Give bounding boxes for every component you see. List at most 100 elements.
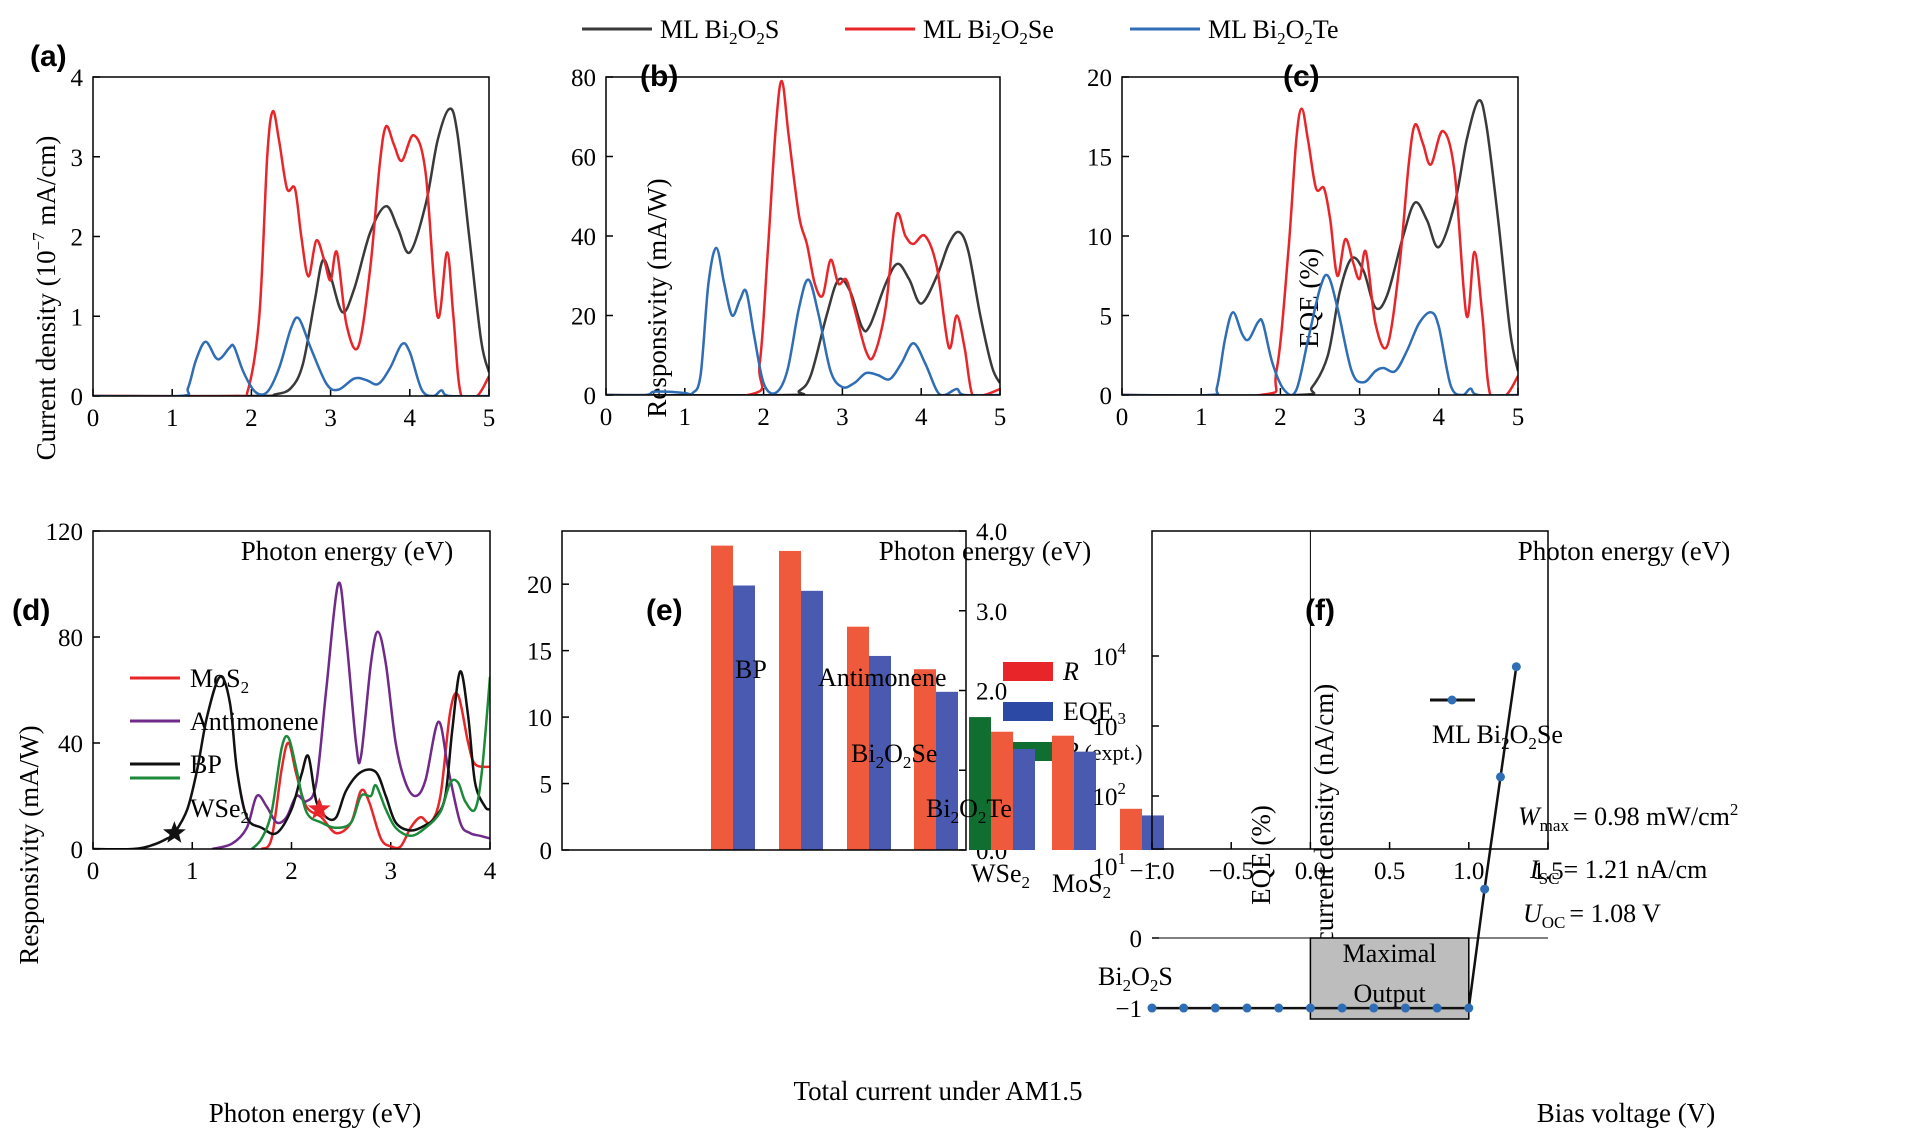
plot-frame-b [605, 76, 1001, 396]
star-marker [163, 821, 186, 843]
y-tick-label: 103 [1093, 709, 1127, 741]
y-tick-label-left: 15 [527, 639, 552, 666]
legend-d-label-wse2: WSe2 [190, 794, 249, 827]
x-tick-label: 3 [385, 858, 398, 885]
plot-frame-e [561, 530, 967, 851]
x-tick-label: 4 [1433, 404, 1446, 431]
y-tick-label-left: 5 [540, 772, 553, 799]
chart-e: 051015200.01.02.03.04.0BPAntimoneneBi2O2… [527, 519, 1173, 995]
series-line-ml-bi2o2s [93, 107, 489, 396]
y-tick-label-left: 20 [527, 572, 552, 599]
y-tick-label: 3 [71, 145, 84, 172]
y-tick-label: 0 [1100, 383, 1113, 410]
bar-eqe [936, 691, 958, 850]
data-point [1369, 1003, 1379, 1013]
iv-curve [1152, 666, 1518, 1010]
bar-label: Bi2O2S [1098, 962, 1173, 995]
x-tick-label: 3 [1353, 404, 1366, 431]
isc-annotation: ISC = 1.21 nA/cm [1529, 855, 1707, 888]
data-point [1511, 662, 1521, 672]
bar-label: MoS2 [1052, 869, 1111, 902]
xlabel-d: Photon energy (eV) [209, 1098, 421, 1128]
y-tick-label: 0 [1130, 926, 1143, 953]
x-tick-label: 0 [87, 858, 100, 885]
x-tick-label: 1 [166, 405, 179, 432]
bar-eqe [1074, 751, 1096, 850]
bar-eqe [1013, 748, 1035, 850]
data-point [1147, 1003, 1157, 1013]
y-tick-label: 0 [584, 383, 597, 410]
chart-c: 0 1 2 3 4 5 0 5 10 15 20 [1087, 65, 1524, 431]
bar-eqe [801, 590, 823, 850]
ylabel-d: Responsivity (mA/W) [14, 725, 44, 964]
ylabel-b: Responsivity (mA/W) [642, 178, 672, 417]
chart-b: 0 1 2 3 4 5 0 20 40 60 80 [571, 65, 1006, 431]
xlabel-e: Total current under AM1.5 [793, 1076, 1082, 1106]
ylabel-e-right: EQE (%) [1246, 805, 1276, 905]
x-tick-label: 5 [994, 404, 1007, 431]
y-tick-label: 10 [1087, 224, 1112, 251]
legend-d-label-antimonene: Antimonene [190, 707, 319, 736]
x-tick-label: 2 [757, 404, 770, 431]
bar-r [1052, 735, 1074, 850]
wmax-annotation: Wmax = 0.98 mW/cm2 [1518, 800, 1738, 835]
y-tick-label-right: 4.0 [976, 519, 1007, 546]
chart-a: 0 1 2 3 4 5 0 1 2 3 4 [71, 65, 496, 432]
bar-r [914, 669, 936, 850]
x-tick-label: 5 [483, 405, 496, 432]
xlabel-f: Bias voltage (V) [1537, 1098, 1715, 1128]
x-tick-label: 4 [484, 858, 497, 885]
x-tick-label: 4 [915, 404, 928, 431]
legend-label-s: (a)ML Bi2O2S [660, 15, 779, 48]
x-tick-label: 1 [186, 858, 199, 885]
y-tick-label: 40 [58, 731, 83, 758]
y-tick-label: 0 [71, 384, 84, 411]
y-tick-label-right: 3.0 [976, 599, 1007, 626]
plot-frame-f [1151, 530, 1549, 850]
bar-eqe [869, 655, 891, 850]
plot-frame-a [92, 76, 490, 397]
chart-f: −1 0 101 102 103 104 −1.0 −0.5 0.0 0.5 1.0 1.5 Maxim… [1093, 531, 1564, 1023]
series-line-bp [93, 670, 490, 849]
legend-d: MoS2 Antimonene BP WSe2 [130, 664, 319, 827]
series-line-antimonene [211, 581, 490, 849]
data-point [1400, 1003, 1410, 1013]
series-line-ml-bi2o2te [606, 246, 1000, 395]
bar-r [847, 626, 869, 850]
y-tick-label: 120 [46, 519, 84, 546]
star-marker [307, 797, 331, 819]
legend-d-label-mos2: MoS2 [190, 664, 249, 697]
series-line-ml-bi2o2s [1122, 99, 1518, 395]
y-tick-label-left: 0 [540, 838, 553, 865]
y-tick-label: 80 [58, 625, 83, 652]
y-tick-label: 2 [71, 225, 84, 252]
maximal-output-label: Output [1353, 979, 1426, 1008]
bar-r [1120, 808, 1142, 850]
plot-frame-c [1121, 76, 1519, 396]
legend-f-marker [1447, 695, 1457, 705]
series-line-ml-bi2o2se [93, 110, 489, 396]
bar-r-expt [969, 717, 991, 850]
bar-label: BP [735, 655, 767, 684]
panel-label-d: (d) [12, 594, 50, 627]
uoc-annotation: UOC = 1.08 V [1523, 899, 1661, 932]
maximal-output-label: Maximal [1343, 939, 1437, 968]
data-point [1305, 1003, 1315, 1013]
data-point [1274, 1003, 1284, 1013]
xlabel-a: Photon energy (eV) [241, 536, 453, 566]
legend-e-label-eqe: EQE [1063, 697, 1114, 726]
legend-label-te: ML Bi2O2Te [1208, 15, 1339, 48]
y-tick-label: 1 [71, 304, 84, 331]
legend-e-swatch-eqe [1003, 702, 1053, 721]
bar-r [779, 550, 801, 850]
y-tick-label: 101 [1093, 849, 1127, 881]
legend-e-label-r: R [1062, 657, 1079, 686]
annotations-f: ML Bi2O2Se Wmax = 0.98 mW/cm2 ISC = 1.21 n… [1430, 695, 1738, 932]
data-point [1210, 1003, 1220, 1013]
bar-label: WSe2 [971, 859, 1030, 892]
y-tick-label: 0 [71, 837, 84, 864]
x-tick-label: −0.5 [1209, 858, 1254, 885]
data-point [1242, 1003, 1252, 1013]
